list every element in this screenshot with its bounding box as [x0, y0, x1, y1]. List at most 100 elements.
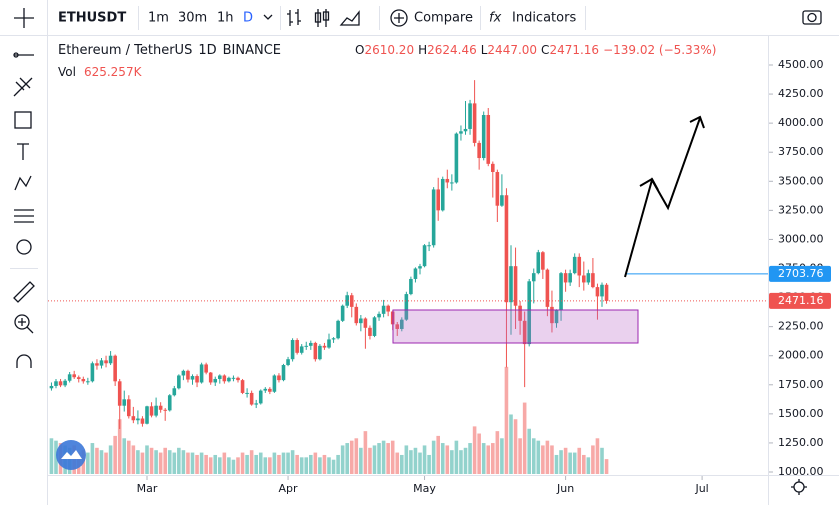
volume-bar	[600, 447, 604, 474]
volume-bar	[559, 450, 563, 474]
price-label: 2703.76	[778, 267, 824, 280]
symbol[interactable]: ETHUSDT	[58, 11, 126, 26]
volume-bar	[568, 452, 572, 474]
symbol-name: Ethereum / TetherUS	[58, 43, 192, 58]
candle-body	[431, 189, 436, 246]
volume-bar	[199, 452, 204, 474]
volume-bar	[131, 445, 136, 474]
indicators[interactable]: Indicators	[512, 11, 576, 26]
volume-bar	[49, 438, 54, 474]
candle-body	[186, 370, 190, 380]
volume-bar	[550, 445, 554, 474]
candle-body	[541, 252, 545, 270]
candle-body	[572, 256, 577, 274]
candle-body	[527, 281, 531, 345]
candle-body	[500, 195, 504, 206]
y-tick-label: 3750.00	[778, 145, 824, 158]
volume-bar	[122, 438, 127, 474]
ohlc-value: 2624.46	[427, 43, 477, 57]
volume-bar	[440, 443, 445, 474]
candle-body	[468, 103, 472, 129]
candle-body	[445, 178, 450, 183]
candle-body	[436, 189, 440, 211]
volume-bar	[436, 435, 440, 474]
volume-bar	[90, 443, 95, 474]
volume-bar	[190, 452, 195, 474]
volume-bar	[381, 440, 386, 474]
volume-bar	[481, 443, 486, 474]
candle-body	[140, 418, 145, 424]
rectangle-drawing[interactable]	[392, 309, 639, 344]
volume-bar	[340, 445, 345, 474]
volume-bar	[158, 452, 163, 474]
volume-bar	[491, 443, 495, 474]
candle-body	[400, 319, 404, 329]
volume-bar	[377, 443, 381, 474]
candle-body	[563, 273, 568, 283]
interval-active[interactable]: D	[243, 11, 253, 26]
volume-bar	[563, 447, 568, 474]
volume-bar	[140, 452, 145, 474]
volume-bar	[127, 440, 131, 474]
drawing-tools[interactable]	[13, 52, 35, 368]
bars-icon[interactable]	[287, 9, 301, 26]
x-tick-label: Jun	[556, 482, 574, 495]
price-label-box	[769, 292, 831, 309]
candle-body	[422, 245, 427, 267]
candles-icon[interactable]	[314, 9, 330, 27]
candle-body	[440, 178, 445, 211]
volume-bar	[336, 454, 340, 474]
candle-body	[427, 245, 431, 247]
candle-body	[54, 381, 58, 386]
interval[interactable]: 30m	[178, 11, 207, 26]
compare-icon[interactable]	[390, 9, 408, 27]
screenshot-icon[interactable]	[802, 10, 822, 25]
candle-body	[345, 295, 349, 306]
volume-bar	[422, 445, 427, 474]
candle-body	[595, 287, 600, 297]
volume-bar	[213, 454, 218, 474]
volume-bar	[395, 452, 400, 474]
volume-bar	[286, 452, 290, 474]
y-tick-label: 2000.00	[778, 349, 824, 362]
compare[interactable]: Compare	[414, 11, 473, 26]
candle-body	[227, 377, 231, 382]
crosshair-icon[interactable]	[14, 8, 34, 28]
candle-body	[522, 320, 527, 345]
candle-body	[127, 399, 131, 417]
volume-bar	[390, 440, 395, 474]
candle-body	[63, 380, 67, 386]
candle-body	[181, 370, 186, 376]
volume-bar	[136, 450, 140, 474]
settings-icon[interactable]	[791, 479, 807, 495]
volume-bar	[186, 452, 190, 474]
volume-bar	[591, 445, 595, 474]
volume-bar	[99, 450, 104, 474]
candle-body	[504, 195, 509, 303]
interval[interactable]: 1m	[148, 11, 169, 26]
volume-bar	[349, 440, 354, 474]
volume-bar	[263, 457, 268, 474]
area-icon[interactable]	[339, 10, 360, 26]
candle-body	[231, 377, 236, 379]
candle-body	[327, 339, 331, 348]
volume-bar	[427, 454, 431, 474]
interval[interactable]: 1h	[217, 11, 234, 26]
interval-menu[interactable]	[263, 14, 273, 20]
ohlc-legend: O2610.20 H2624.46 L2447.00 C2471.16 −139.02 …	[355, 43, 716, 57]
candle-body	[604, 284, 609, 301]
candle-body	[222, 375, 227, 382]
volume-bar	[236, 457, 240, 474]
arrow-drawing[interactable]	[624, 115, 705, 278]
volume-bar	[231, 459, 236, 474]
indicators-icon[interactable]: fx	[489, 11, 502, 26]
candle-body	[336, 320, 340, 339]
candle-body	[167, 395, 172, 411]
candle-body	[454, 133, 459, 183]
volume-bar	[245, 454, 249, 474]
volume-legend: Vol 625.257K	[58, 65, 143, 79]
y-tick-label: 4000.00	[778, 116, 824, 129]
plot-area: 1000.00 1250.00 1500.00 1750.00 2000.00 2250.…	[48, 58, 831, 495]
volume-bar	[117, 419, 122, 474]
